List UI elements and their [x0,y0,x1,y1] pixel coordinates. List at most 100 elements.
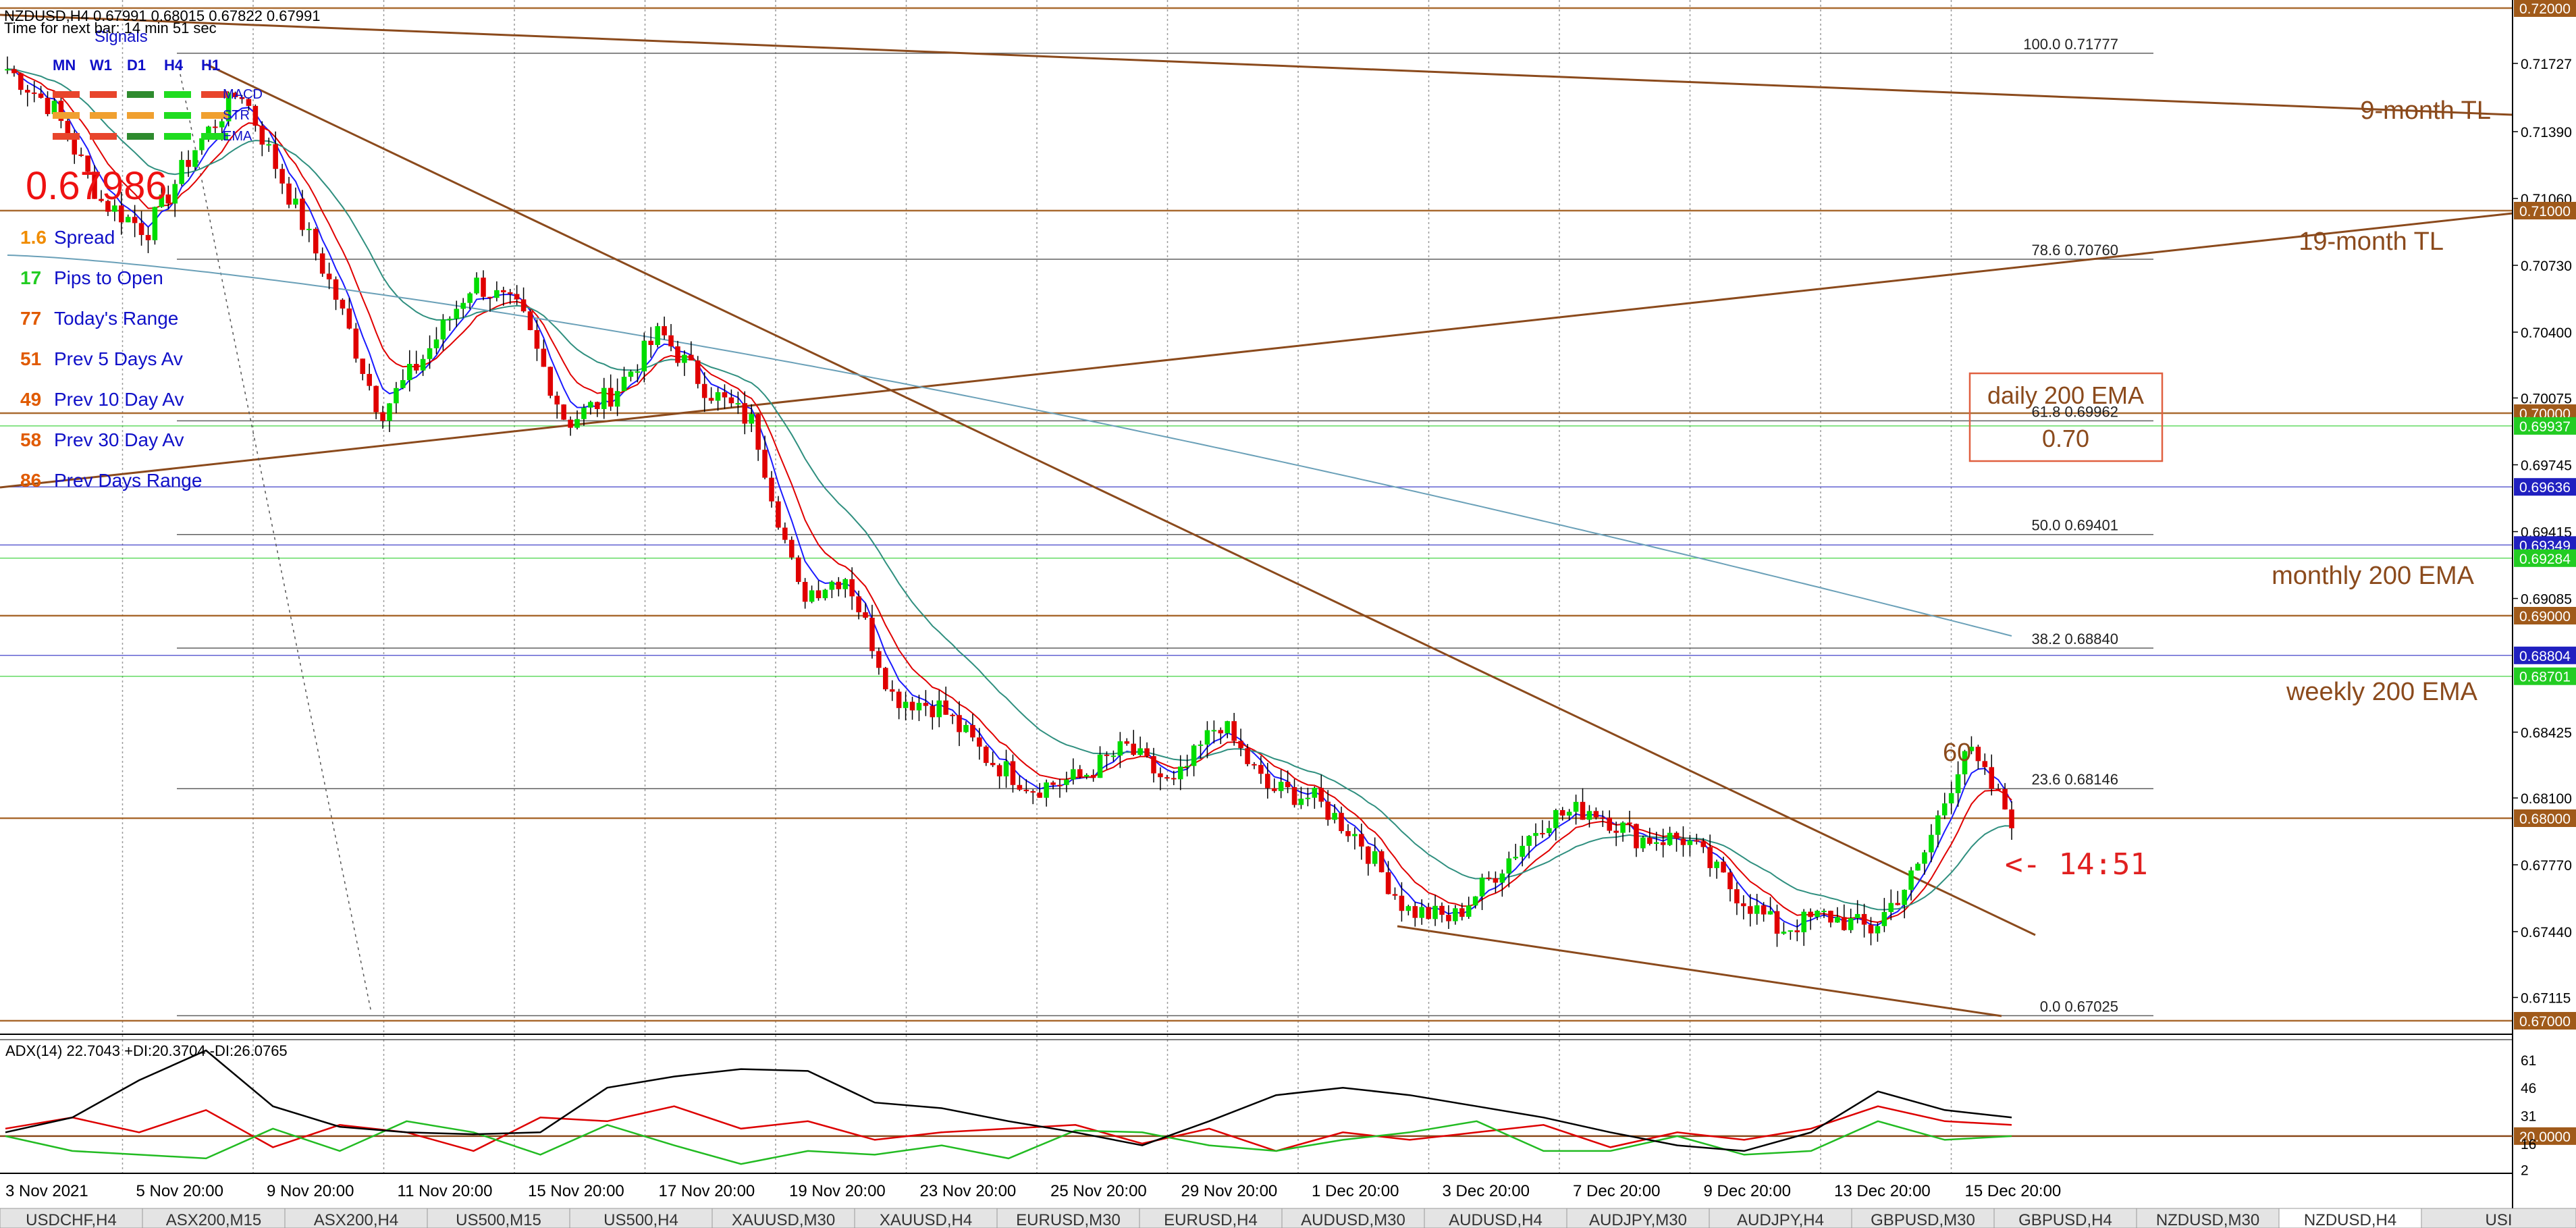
tab-gbpusd-m30[interactable] [1851,1208,1995,1228]
candle-body [621,377,627,392]
time-tick-label: 13 Dec 20:00 [1834,1182,1931,1200]
candle-body [1378,851,1385,873]
tab-label[interactable]: XAUUSD,H4 [880,1211,972,1228]
fib-label: 100.0 0.71777 [2023,36,2118,53]
tab-nzdusd-h4[interactable] [2278,1208,2422,1228]
candle-body [869,617,875,651]
candle-body [815,590,822,599]
tab-xauusd-h4[interactable] [854,1208,998,1228]
signal-cell [127,112,154,119]
stat-label: Prev 30 Day Av [54,429,184,450]
price-tick-label: 0.70400 [2521,325,2572,341]
tab-label[interactable]: AUDJPY,M30 [1589,1211,1687,1228]
tab-label[interactable]: AUDUSD,H4 [1449,1211,1542,1228]
signal-indicator-str: STR [223,108,250,123]
tab-label[interactable]: USI [2485,1211,2512,1228]
candle-body [1875,926,1881,934]
candle-body [1453,908,1458,922]
tab-label[interactable]: GBPUSD,M30 [1871,1211,1975,1228]
candle-body [306,228,312,230]
candle-body [755,414,761,450]
candle-body [1895,903,1900,905]
tab-eurusd-m30[interactable] [996,1208,1140,1228]
candle-body [45,97,51,114]
candle-body [1345,831,1351,836]
candle-body [99,198,104,201]
candle-body [1104,754,1110,756]
candle-body [836,581,842,589]
candle-body [802,581,808,602]
candle-body [1707,847,1713,868]
tab-label[interactable]: ASX200,M15 [166,1211,261,1228]
candle-body [31,92,37,95]
candle-body [1989,767,1995,789]
horizontal-levels [0,7,2513,1022]
price-tick-label: 0.69284 [2519,552,2571,567]
trendlines [0,14,2513,1017]
tab-label[interactable]: AUDUSD,M30 [1301,1211,1405,1228]
tab-label[interactable]: AUDJPY,H4 [1737,1211,1824,1228]
tab-xauusd-m30[interactable] [712,1208,855,1228]
di-minus-line [5,1105,2012,1152]
tab-label[interactable]: EURUSD,M30 [1016,1211,1121,1228]
candle-body [11,69,17,74]
trendline-19-month [0,212,2513,489]
tab-audusd-m30[interactable] [1281,1208,1425,1228]
candle-body [1968,747,1975,751]
candle-body [883,668,888,690]
time-tick-label: 3 Dec 20:00 [1443,1182,1530,1200]
tab-label[interactable]: USDCHF,H4 [26,1211,117,1228]
price-axis[interactable]: 0.720000.717270.713900.710600.710000.707… [2513,0,2576,1030]
tab-label[interactable]: NZDUSD,M30 [2156,1211,2259,1228]
time-tick-label: 5 Nov 20:00 [136,1182,223,1200]
tab-us500-h4[interactable] [569,1208,713,1228]
candle-body [1017,784,1023,790]
annotation-daily-200-ema: daily 200 EMA [1987,381,2144,409]
candle-body [983,746,989,764]
candle-body [1861,913,1867,925]
candle-body [1868,924,1874,934]
tab-label[interactable]: NZDUSD,H4 [2304,1211,2396,1228]
candle-body [1513,857,1518,859]
symbol-tabs[interactable]: USDCHF,H4 ASX200,M15 ASX200,H4 US500,M15 US5… [0,1208,2576,1228]
tab-label[interactable]: GBPUSD,H4 [2018,1211,2112,1228]
adx-line [5,1049,2012,1152]
tab-gbpusd-h4[interactable] [1993,1208,2137,1228]
tab-nzdusd-m30[interactable] [2136,1208,2280,1228]
candle-body [1385,872,1391,895]
candle-body [943,700,948,715]
candle-body [1607,818,1613,831]
annotation-daily-200-ema-value: 0.70 [2042,425,2089,452]
candle-body [916,703,922,711]
tab-label[interactable]: XAUUSD,M30 [732,1211,835,1228]
tab-audusd-h4[interactable] [1424,1208,1567,1228]
candle-body [1815,911,1820,917]
tab-label[interactable]: US500,M15 [456,1211,541,1228]
candle-body [179,159,184,184]
price-tag [2514,1012,2576,1030]
price-tick-label: 0.70075 [2521,392,2572,407]
signal-timeframe-h1: H1 [201,57,220,74]
tab-label[interactable]: EURUSD,H4 [1164,1211,1258,1228]
candle-body [487,296,493,298]
tab-label[interactable]: US500,H4 [603,1211,678,1228]
candle-body [1198,744,1204,746]
candle-body [1781,931,1787,934]
candle-body [132,217,138,223]
stat-value: 86 [20,470,41,491]
tab-label[interactable]: ASX200,H4 [314,1211,398,1228]
tab-eurusd-h4[interactable] [1139,1208,1283,1228]
adx-tick-label: 61 [2521,1053,2536,1069]
candle-body [1586,811,1592,820]
candle-body [1252,764,1257,766]
candle-body [641,340,647,372]
candle-body [1426,907,1431,919]
candle-body [501,290,506,292]
tab-audjpy-h4[interactable] [1709,1208,1852,1228]
candle-body [1318,787,1324,802]
tab-audjpy-m30[interactable] [1566,1208,1710,1228]
candle-body [319,253,325,274]
tab-usi[interactable] [2421,1208,2576,1228]
price-tick-label: 0.68804 [2519,649,2571,664]
